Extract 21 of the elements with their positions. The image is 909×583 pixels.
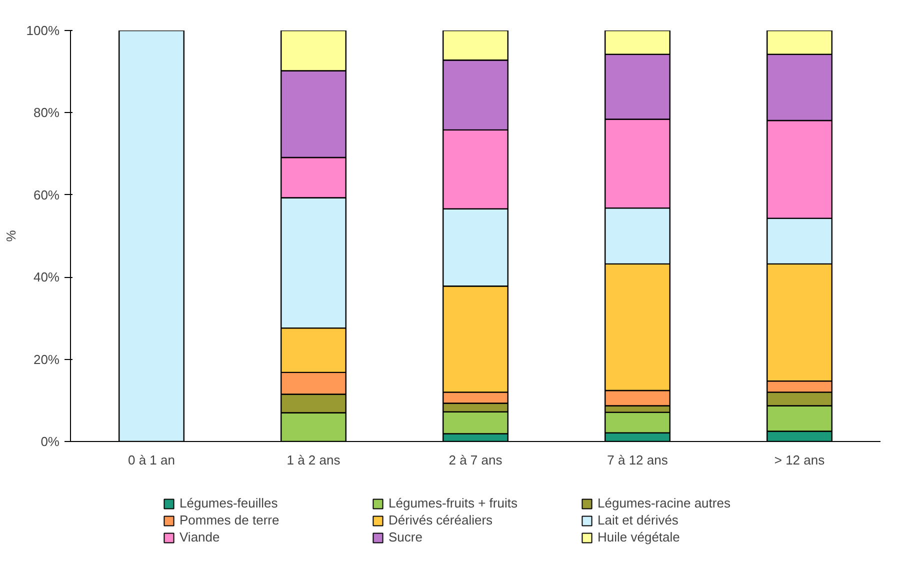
legend-label: Pommes de terre (180, 512, 280, 528)
y-tick-label: 0% (40, 434, 60, 449)
y-tick-label: 80% (33, 105, 60, 120)
legend-label: Légumes-fruits + fruits (388, 496, 518, 510)
x-tick-label: 2 à 7 ans (448, 452, 503, 468)
legend-label: Lait et dérivés (598, 512, 680, 528)
legend-label: Dérivés céréaliers (388, 512, 494, 528)
y-axis-title: % (3, 230, 18, 242)
x-tick-label: 0 à 1 an (128, 452, 176, 468)
x-tick-label: > 12 ans (774, 452, 826, 468)
legend-label: Légumes-racine autres (598, 496, 732, 510)
legend-label: Sucre (388, 530, 424, 544)
y-tick-label: 40% (33, 270, 60, 285)
legend-label: Huile végétale (598, 530, 681, 544)
x-tick-label: 7 à 12 ans (607, 452, 668, 468)
y-tick-label: 20% (33, 352, 60, 367)
legend-label: Légumes-feuilles (180, 496, 279, 510)
x-tick-label: 1 à 2 ans (286, 452, 341, 468)
y-tick-label: 60% (33, 187, 60, 202)
legend-label: Viande (180, 530, 221, 544)
y-tick-label: 100% (26, 23, 60, 38)
